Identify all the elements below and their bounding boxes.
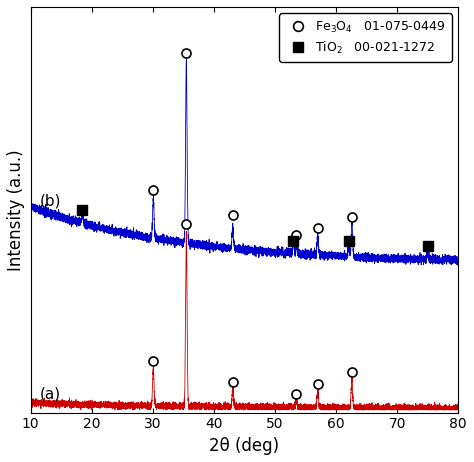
Text: (b): (b) (40, 194, 61, 209)
X-axis label: 2θ (deg): 2θ (deg) (210, 437, 280, 455)
Y-axis label: Intensity (a.u.): Intensity (a.u.) (7, 149, 25, 271)
Text: (a): (a) (40, 387, 61, 402)
Legend: Fe$_3$O$_4$   01-075-0449, TiO$_2$   00-021-1272: Fe$_3$O$_4$ 01-075-0449, TiO$_2$ 00-021-… (279, 13, 452, 62)
